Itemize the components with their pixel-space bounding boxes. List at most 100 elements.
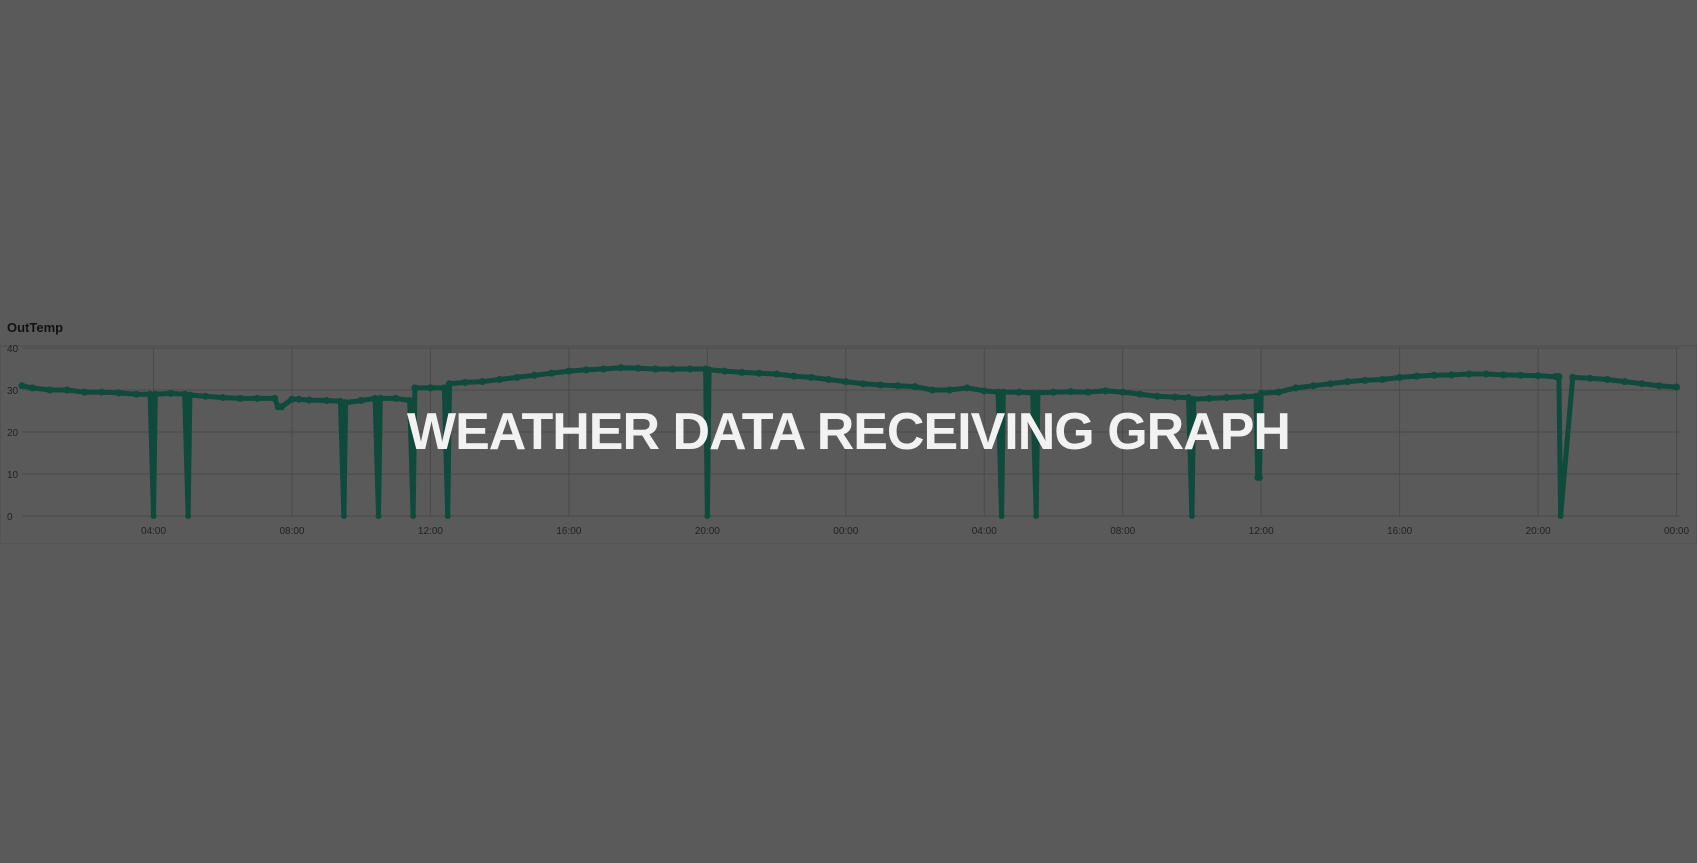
data-point — [600, 365, 608, 373]
data-point — [288, 395, 296, 403]
data-point — [1119, 388, 1127, 396]
outtemp-chart: 0 10 20 30 40 04:00 08:00 12:00 16:00 20:00 00:00 0… — [0, 344, 1697, 544]
y-tick-label: 10 — [7, 470, 19, 481]
data-point — [825, 376, 833, 383]
data-point — [406, 397, 414, 404]
data-point — [738, 368, 746, 376]
data-point — [342, 399, 350, 407]
data-point — [410, 513, 417, 519]
data-point — [1413, 372, 1421, 380]
data-point — [1603, 376, 1611, 383]
data-point — [271, 394, 279, 402]
y-tick-label: 30 — [7, 386, 19, 397]
x-tick-label: 04:00 — [972, 526, 997, 537]
y-tick-label: 0 — [7, 512, 13, 523]
data-point — [946, 386, 954, 394]
data-point — [911, 383, 919, 391]
data-point — [323, 397, 331, 404]
data-point — [444, 513, 451, 519]
data-point — [236, 394, 244, 402]
chart-title: OutTemp — [7, 320, 64, 335]
x-tick-label: 12:00 — [1249, 526, 1274, 537]
data-point — [28, 384, 36, 392]
data-point — [1292, 384, 1300, 392]
data-point — [1396, 373, 1404, 381]
data-point — [426, 384, 434, 392]
data-point — [151, 390, 159, 398]
data-point — [1569, 373, 1577, 381]
y-tick-label: 40 — [7, 344, 19, 355]
data-point — [1240, 393, 1248, 401]
data-point — [63, 386, 71, 394]
data-point — [980, 387, 988, 395]
data-point — [894, 382, 902, 390]
data-point — [1257, 389, 1265, 397]
data-point — [181, 390, 189, 398]
x-tick-label: 00:00 — [1664, 526, 1689, 537]
data-point — [357, 397, 365, 404]
data-point — [859, 380, 867, 388]
x-tick-label: 16:00 — [556, 526, 581, 537]
x-tick-label: 20:00 — [1526, 526, 1551, 537]
x-tick-label: 08:00 — [279, 526, 304, 537]
data-point — [963, 384, 971, 392]
data-point — [115, 389, 123, 397]
data-point — [496, 376, 504, 383]
data-point — [617, 364, 625, 372]
data-point — [185, 513, 192, 519]
data-point — [253, 394, 261, 402]
data-point — [1344, 378, 1352, 386]
data-point — [478, 378, 486, 386]
data-point — [150, 513, 157, 519]
data-point — [1378, 376, 1386, 383]
data-point — [1274, 388, 1282, 396]
data-point — [440, 384, 448, 392]
data-point — [1205, 394, 1213, 402]
data-point — [721, 367, 729, 375]
data-point — [1067, 388, 1075, 396]
data-point — [1557, 513, 1564, 519]
data-point — [1655, 382, 1663, 390]
x-tick-label: 20:00 — [695, 526, 720, 537]
data-point — [305, 396, 313, 404]
data-point — [1673, 383, 1681, 391]
data-point — [1029, 389, 1037, 397]
data-point — [461, 378, 469, 386]
data-point — [1638, 380, 1646, 388]
data-point — [186, 391, 194, 399]
data-point — [1033, 513, 1040, 519]
data-point — [1171, 393, 1179, 401]
data-point — [548, 369, 556, 377]
data-point — [146, 390, 154, 398]
data-point — [1430, 371, 1438, 379]
data-point — [513, 373, 521, 381]
data-point — [704, 513, 711, 519]
data-point — [392, 394, 400, 402]
data-point — [686, 365, 694, 373]
data-point — [201, 392, 209, 400]
data-point — [1034, 389, 1042, 397]
x-tick-label: 00:00 — [833, 526, 858, 537]
data-point — [1326, 380, 1334, 388]
data-point — [651, 365, 659, 373]
data-point — [340, 513, 347, 519]
data-point — [1101, 387, 1109, 395]
data-point — [46, 386, 54, 394]
data-point — [1255, 473, 1263, 481]
data-point — [1465, 370, 1473, 378]
data-point — [755, 369, 763, 377]
data-point — [219, 394, 227, 402]
data-point — [928, 386, 936, 394]
chart-panel: 0 10 20 30 40 04:00 08:00 12:00 16:00 20:00 00:00 0… — [0, 316, 1697, 544]
data-point — [1252, 392, 1260, 400]
data-point — [1482, 370, 1490, 378]
data-point — [376, 394, 384, 402]
data-point — [773, 370, 781, 378]
data-point — [278, 403, 286, 411]
data-point — [1361, 376, 1369, 384]
data-point — [1153, 392, 1161, 400]
plot-background — [0, 345, 1697, 544]
data-point — [530, 371, 538, 379]
data-point — [807, 373, 815, 381]
y-tick-label: 20 — [7, 428, 19, 439]
